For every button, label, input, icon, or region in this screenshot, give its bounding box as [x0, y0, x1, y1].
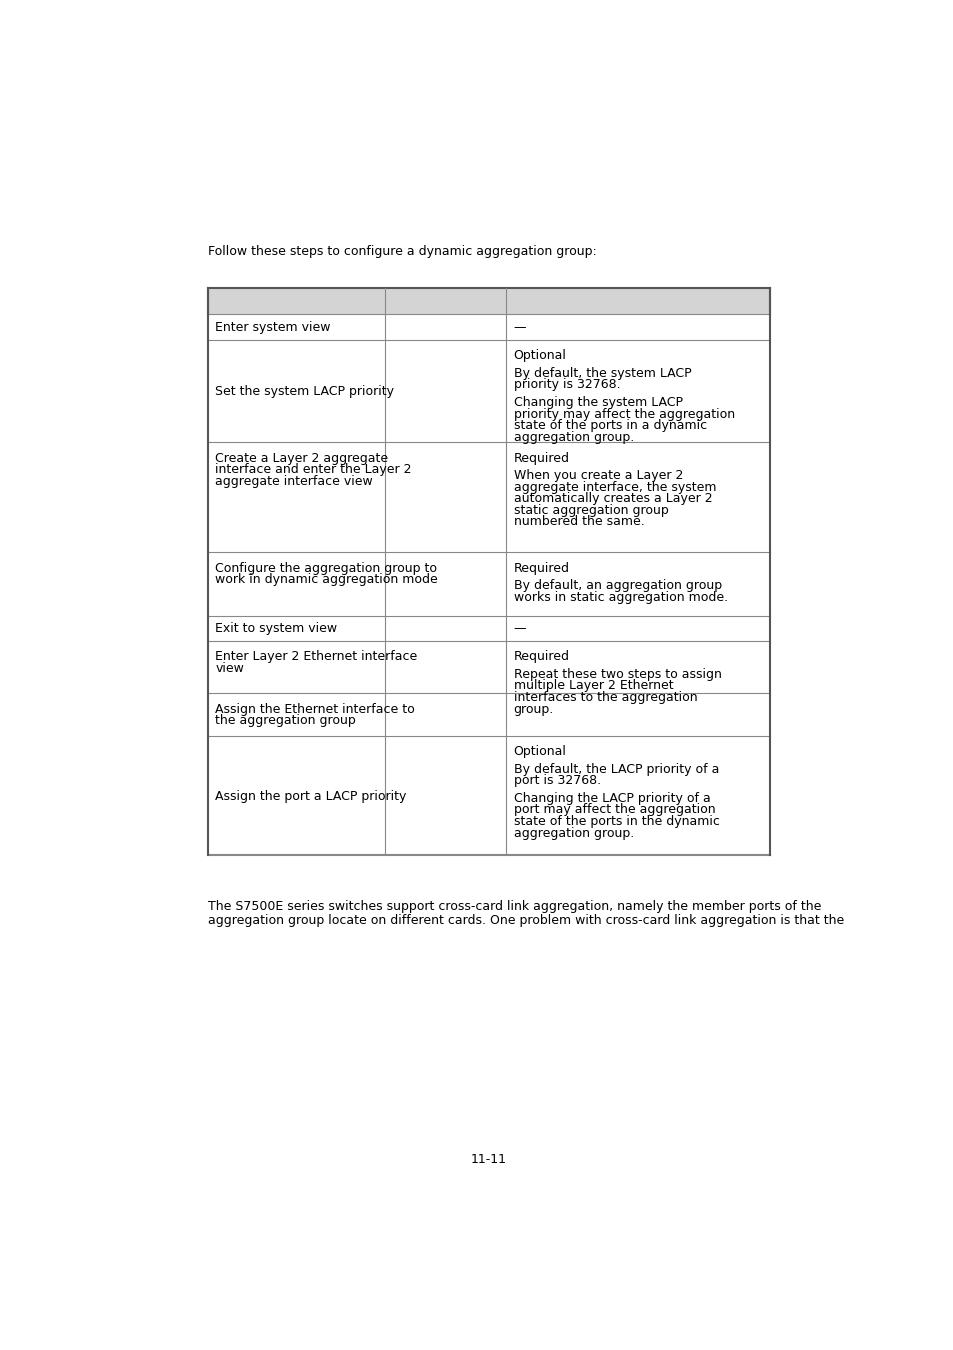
Text: —: —	[513, 622, 525, 636]
Text: Follow these steps to configure a dynamic aggregation group:: Follow these steps to configure a dynami…	[208, 246, 596, 258]
Text: aggregate interface view: aggregate interface view	[215, 475, 373, 487]
Bar	[208, 736, 769, 855]
Text: numbered the same.: numbered the same.	[513, 516, 643, 528]
Text: Enter system view: Enter system view	[215, 321, 331, 335]
Text: When you create a Layer 2: When you create a Layer 2	[513, 470, 682, 482]
Text: automatically creates a Layer 2: automatically creates a Layer 2	[513, 493, 712, 505]
Text: Required: Required	[513, 651, 569, 663]
Text: priority may affect the aggregation: priority may affect the aggregation	[513, 408, 734, 421]
Text: state of the ports in a dynamic: state of the ports in a dynamic	[513, 420, 706, 432]
Text: state of the ports in the dynamic: state of the ports in the dynamic	[513, 815, 719, 828]
Bar	[208, 694, 769, 736]
Text: the aggregation group: the aggregation group	[215, 714, 355, 728]
Bar	[208, 340, 769, 443]
Text: Changing the LACP priority of a: Changing the LACP priority of a	[513, 792, 710, 805]
Text: —: —	[513, 321, 525, 335]
Bar	[208, 315, 769, 340]
Bar	[208, 641, 769, 694]
Text: Required: Required	[513, 451, 569, 464]
Bar	[208, 443, 769, 552]
Text: aggregation group.: aggregation group.	[513, 826, 633, 840]
Text: port may affect the aggregation: port may affect the aggregation	[513, 803, 715, 817]
Text: Assign the port a LACP priority: Assign the port a LACP priority	[215, 790, 406, 802]
Text: Set the system LACP priority: Set the system LACP priority	[215, 385, 394, 398]
Text: By default, the system LACP: By default, the system LACP	[513, 367, 691, 379]
Bar	[208, 552, 769, 616]
Text: Optional: Optional	[513, 745, 566, 757]
Text: port is 32768.: port is 32768.	[513, 774, 600, 787]
Text: works in static aggregation mode.: works in static aggregation mode.	[513, 591, 727, 603]
Text: Exit to system view: Exit to system view	[215, 622, 337, 636]
Bar	[208, 616, 769, 641]
Text: Repeat these two steps to assign: Repeat these two steps to assign	[513, 668, 720, 680]
Text: Enter Layer 2 Ethernet interface: Enter Layer 2 Ethernet interface	[215, 651, 417, 663]
Text: By default, an aggregation group: By default, an aggregation group	[513, 579, 720, 593]
Text: Changing the system LACP: Changing the system LACP	[513, 396, 681, 409]
Bar	[506, 693, 769, 694]
Text: aggregate interface, the system: aggregate interface, the system	[513, 481, 716, 494]
Text: aggregation group.: aggregation group.	[513, 431, 633, 444]
Text: Optional: Optional	[513, 350, 566, 362]
Bar	[208, 288, 769, 315]
Text: Create a Layer 2 aggregate: Create a Layer 2 aggregate	[215, 451, 388, 464]
Text: interfaces to the aggregation: interfaces to the aggregation	[513, 691, 697, 703]
Text: Assign the Ethernet interface to: Assign the Ethernet interface to	[215, 702, 415, 716]
Text: work in dynamic aggregation mode: work in dynamic aggregation mode	[215, 574, 437, 586]
Text: 11-11: 11-11	[471, 1153, 506, 1165]
Text: static aggregation group: static aggregation group	[513, 504, 668, 517]
Text: aggregation group locate on different cards. One problem with cross-card link ag: aggregation group locate on different ca…	[208, 914, 843, 927]
Text: interface and enter the Layer 2: interface and enter the Layer 2	[215, 463, 412, 477]
Text: The S7500E series switches support cross-card link aggregation, namely the membe: The S7500E series switches support cross…	[208, 899, 821, 913]
Text: multiple Layer 2 Ethernet: multiple Layer 2 Ethernet	[513, 679, 673, 693]
Text: Required: Required	[513, 562, 569, 575]
Text: Configure the aggregation group to: Configure the aggregation group to	[215, 562, 436, 575]
Text: By default, the LACP priority of a: By default, the LACP priority of a	[513, 763, 719, 776]
Text: group.: group.	[513, 702, 554, 716]
Text: view: view	[215, 662, 244, 675]
Text: priority is 32768.: priority is 32768.	[513, 378, 619, 392]
